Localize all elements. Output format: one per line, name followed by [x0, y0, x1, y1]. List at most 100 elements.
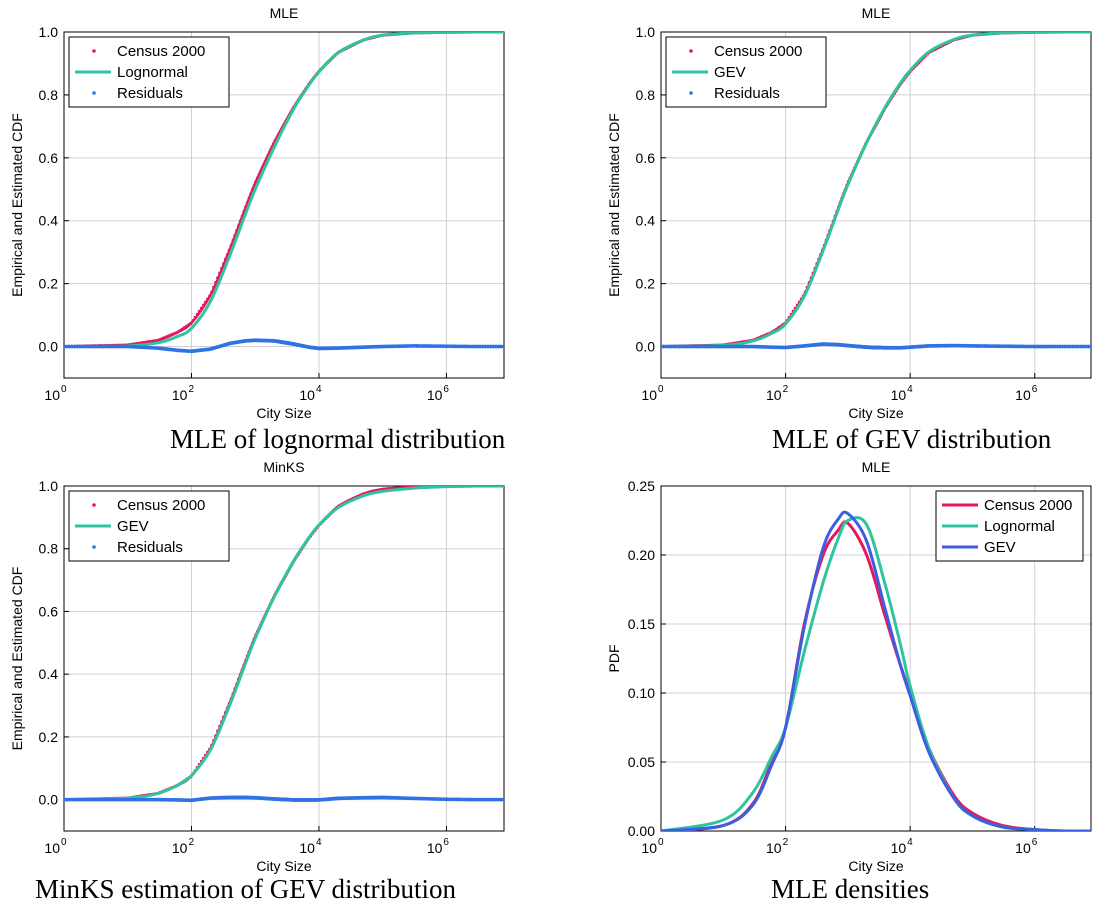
x-tick-base: 10	[299, 387, 315, 403]
x-tick-base: 10	[641, 840, 657, 856]
x-tick-exponent: 4	[316, 384, 322, 395]
data-point	[1075, 344, 1080, 349]
data-point	[667, 344, 671, 349]
legend-swatch	[689, 49, 693, 53]
data-point	[486, 344, 490, 349]
x-axis-label: City Size	[848, 858, 903, 874]
x-tick-label: 10 4	[299, 384, 322, 403]
x-tick-exponent: 4	[907, 384, 913, 395]
legend-item: Residuals	[92, 539, 183, 556]
chart-panel-4: 10 0 10 2 10 4 10 60.000.050.100.150.200.25MLEC…	[606, 459, 1092, 904]
x-tick-label: 10 0	[44, 384, 67, 403]
data-point	[86, 797, 90, 802]
series-residuals-points	[64, 795, 504, 803]
x-tick-base: 10	[427, 387, 443, 403]
legend-item: Residuals	[689, 85, 780, 102]
plot-area	[661, 510, 1091, 831]
x-axis-label: City Size	[848, 405, 903, 421]
y-axis-label: PDF	[606, 645, 622, 673]
data-point	[488, 797, 493, 802]
chart-title: MinKS	[263, 459, 304, 475]
data-point	[486, 797, 490, 802]
plot-frame	[63, 31, 505, 379]
legend-swatch	[92, 49, 96, 53]
x-tick-label: 10 4	[891, 837, 914, 856]
y-tick-label: 0.05	[628, 754, 655, 770]
data-point	[83, 797, 88, 802]
data-point	[483, 797, 488, 802]
figure-caption: MinKS estimation of GEV distribution	[35, 874, 457, 904]
plot-frame	[660, 485, 1092, 832]
legend-item: Census 2000	[942, 497, 1072, 514]
x-tick-base: 10	[891, 840, 907, 856]
data-point	[86, 344, 90, 349]
series-residuals-trace	[723, 342, 1035, 350]
x-tick-base: 10	[299, 840, 315, 856]
series-gev-line	[64, 486, 504, 802]
x-axis-label: City Size	[256, 858, 311, 874]
x-tick-label: 10 6	[427, 837, 450, 856]
y-tick-label: 0.4	[39, 213, 59, 229]
legend-item: Census 2000	[92, 43, 205, 60]
data-point	[70, 344, 74, 349]
y-tick-label: 0.0	[636, 339, 656, 355]
x-axis-label: City Size	[256, 405, 311, 421]
data-point	[70, 797, 74, 802]
y-tick-label: 0.0	[39, 339, 59, 355]
legend-swatch	[92, 545, 96, 549]
chart-panel-3: 10 0 10 2 10 4 10 60.00.20.40.60.81.0MinKSCity …	[9, 459, 505, 904]
legend-label: Lognormal	[117, 64, 188, 81]
data-point	[475, 797, 480, 802]
y-tick-label: 1.0	[636, 24, 656, 40]
x-tick-exponent: 0	[61, 384, 67, 395]
y-tick-label: 0.20	[628, 547, 655, 563]
legend-item: Residuals	[92, 85, 183, 102]
x-tick-label: 10 2	[172, 384, 195, 403]
legend-label: Census 2000	[714, 43, 802, 60]
data-point	[488, 344, 493, 349]
x-tick-exponent: 2	[188, 384, 194, 395]
y-tick-label: 0.6	[39, 603, 59, 619]
series-residuals-points	[64, 338, 504, 354]
legend-item: Lognormal	[942, 518, 1055, 535]
data-point	[1086, 344, 1091, 349]
plot-frame	[63, 485, 505, 832]
data-point	[494, 797, 498, 802]
legend-label: GEV	[117, 518, 149, 535]
y-axis-label: Empirical and Estimated CDF	[9, 567, 25, 751]
data-point	[483, 344, 488, 349]
legend-label: Residuals	[117, 85, 183, 102]
x-tick-base: 10	[766, 387, 782, 403]
y-tick-label: 0.6	[636, 150, 656, 166]
x-tick-base: 10	[766, 840, 782, 856]
x-tick-base: 10	[427, 840, 443, 856]
x-tick-label: 10 0	[641, 384, 664, 403]
x-tick-exponent: 0	[658, 384, 664, 395]
data-point	[64, 344, 69, 349]
x-tick-label: 10 2	[172, 837, 195, 856]
legend-swatch	[92, 503, 96, 507]
x-tick-label: 10 2	[766, 837, 789, 856]
chart-title: MLE	[862, 459, 891, 475]
data-point	[478, 797, 482, 802]
x-tick-base: 10	[1015, 840, 1031, 856]
series-gev-line	[661, 510, 1091, 831]
data-point	[496, 344, 501, 349]
legend: Census 2000 Lognormal GEV	[935, 490, 1084, 562]
data-point	[78, 797, 82, 802]
data-point	[1078, 344, 1083, 349]
legend-swatch	[689, 91, 693, 95]
y-tick-label: 0.6	[39, 150, 59, 166]
data-point	[80, 344, 85, 349]
data-point	[72, 344, 77, 349]
data-point	[75, 797, 80, 802]
x-tick-label: 10 0	[44, 837, 67, 856]
legend-label: Residuals	[117, 539, 183, 556]
series-gev-line	[661, 32, 1091, 348]
legend: Census 2000 Lognormal Residuals	[68, 36, 230, 108]
data-point	[491, 797, 496, 802]
x-tick-label: 10 6	[427, 384, 450, 403]
data-point	[491, 344, 496, 349]
legend-item: GEV	[942, 539, 1016, 556]
